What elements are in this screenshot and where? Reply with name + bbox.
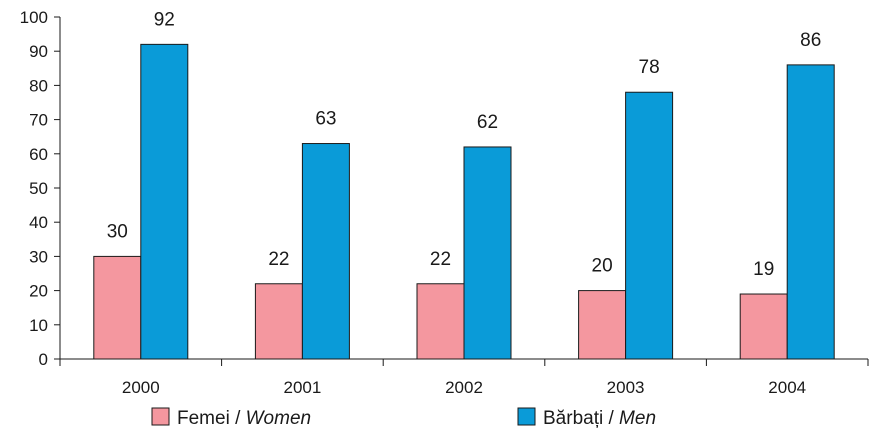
y-tick-label: 0 — [39, 350, 48, 369]
legend-label: Femei / Women — [177, 408, 311, 429]
legend-label: Bărbați / Men — [543, 408, 656, 429]
bars — [93, 43, 835, 360]
legend-swatch — [151, 407, 170, 426]
legend-item-women: Femei / Women — [151, 407, 311, 429]
y-axis: 0 10 20 30 40 50 60 70 80 90 100 — [20, 8, 61, 369]
data-labels: 30 92 22 63 22 62 20 78 19 86 — [107, 9, 822, 280]
legend-item-men: Bărbați / Men — [517, 407, 656, 429]
y-tick-label: 70 — [29, 111, 48, 130]
bar-women-2003 — [578, 290, 627, 360]
legend-swatch — [517, 407, 536, 426]
bar-women-2001 — [254, 283, 303, 360]
bar-men-2003 — [625, 91, 674, 360]
x-tick-label: 2002 — [445, 378, 483, 397]
bar-men-2000 — [140, 43, 189, 360]
data-label: 30 — [107, 221, 128, 242]
legend: Femei / Women Bărbați / Men — [151, 407, 656, 429]
data-label: 19 — [753, 259, 774, 280]
data-label: 63 — [315, 109, 336, 130]
x-tick-label: 2001 — [283, 378, 321, 397]
y-tick-label: 10 — [29, 316, 48, 335]
y-tick-label: 20 — [29, 282, 48, 301]
y-tick-label: 40 — [29, 213, 48, 232]
y-tick-label: 80 — [29, 76, 48, 95]
x-tick-label: 2000 — [122, 378, 160, 397]
bar-men-2002 — [463, 146, 512, 360]
bar-women-2002 — [416, 283, 465, 360]
y-tick-label: 30 — [29, 247, 48, 266]
y-tick-label: 60 — [29, 145, 48, 164]
data-label: 62 — [477, 112, 498, 133]
y-tick-label: 90 — [29, 42, 48, 61]
data-label: 92 — [154, 9, 175, 30]
bar-men-2004 — [786, 64, 835, 360]
y-tick-label: 100 — [20, 8, 48, 27]
data-label: 86 — [800, 30, 821, 51]
x-tick-label: 2004 — [768, 378, 806, 397]
x-axis: 2000 2001 2002 2003 2004 — [59, 358, 869, 397]
y-tick-label: 50 — [29, 179, 48, 198]
data-label: 22 — [268, 249, 289, 270]
bar-men-2001 — [301, 143, 350, 360]
data-label: 20 — [592, 256, 613, 277]
data-label: 22 — [430, 249, 451, 270]
bar-women-2004 — [739, 293, 788, 360]
x-tick-label: 2003 — [607, 378, 645, 397]
bar-women-2000 — [93, 255, 142, 360]
data-label: 78 — [639, 57, 660, 78]
